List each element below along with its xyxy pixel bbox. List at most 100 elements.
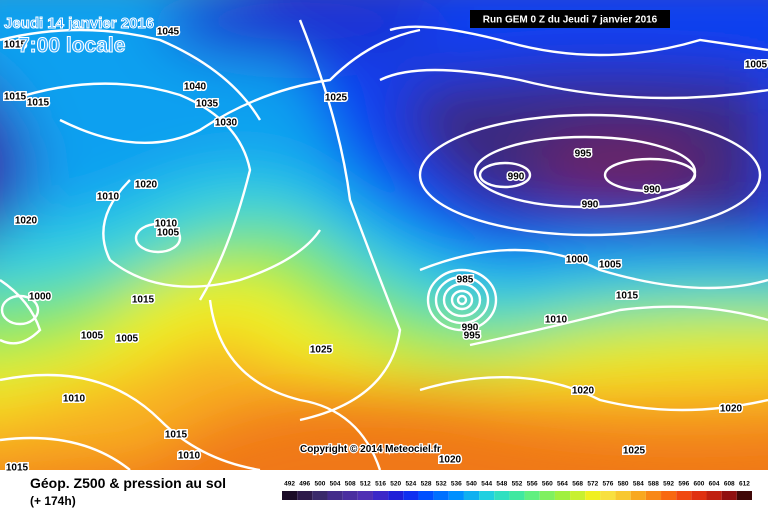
isobar-label: 990	[462, 323, 479, 334]
legend-swatch	[403, 491, 419, 500]
legend-swatch	[539, 491, 555, 500]
isobar-label: 1005	[81, 331, 104, 342]
legend-value: 568	[572, 481, 583, 488]
isobar	[418, 113, 762, 237]
isobar-label: 1015	[616, 291, 639, 302]
legend-value: 548	[496, 481, 507, 488]
legend-swatch	[736, 491, 752, 500]
isobar	[298, 19, 402, 422]
legend-value: 492	[284, 481, 295, 488]
isobar-label: 990	[508, 172, 525, 183]
isobar-label: 1020	[572, 386, 595, 397]
legend-value: 564	[557, 481, 568, 488]
legend-value: 508	[345, 481, 356, 488]
legend-swatch	[600, 491, 616, 500]
legend-swatch	[327, 491, 343, 500]
isobar-label: 1035	[196, 99, 219, 110]
isobar	[456, 294, 468, 306]
legend-swatch	[645, 491, 662, 500]
isobar	[208, 299, 382, 471]
isobar	[0, 436, 131, 471]
legend-swatch	[615, 491, 631, 500]
legend-swatch	[691, 491, 707, 500]
legend-value: 512	[360, 481, 371, 488]
product: Géop. Z500 & pression au sol	[30, 475, 226, 491]
isobar-label: 1015	[4, 92, 27, 103]
legend-swatch	[448, 491, 464, 500]
legend-value: 576	[603, 481, 614, 488]
isobars	[0, 19, 768, 472]
legend-swatch	[494, 491, 510, 500]
isobar-label: 1015	[4, 40, 27, 51]
isobar	[442, 282, 482, 318]
legend-swatch	[706, 491, 722, 500]
legend-swatch	[479, 491, 495, 500]
isobar	[603, 157, 697, 193]
legend-value: 604	[709, 481, 720, 488]
isobar	[0, 294, 40, 326]
isobar-label: 1010	[545, 315, 568, 326]
isobar-label: 1025	[623, 446, 646, 457]
legend-swatch	[342, 491, 358, 500]
isobar-label: 995	[575, 149, 592, 160]
legend-swatch	[418, 491, 434, 500]
isobar-label: 990	[582, 200, 599, 211]
isobar-label: 1005	[745, 60, 768, 71]
legend-value: 608	[724, 481, 735, 488]
isobar-label: 1020	[135, 180, 158, 191]
isobar-label: 1015	[132, 295, 155, 306]
legend-value: 528	[421, 481, 432, 488]
isobar	[0, 28, 262, 121]
legend-value: 504	[330, 481, 341, 488]
isobar	[478, 161, 532, 189]
legend-value: 536	[451, 481, 462, 488]
legend-swatch	[433, 491, 449, 500]
isobar-label: 1000	[566, 255, 589, 266]
isobar-label: 1025	[310, 345, 333, 356]
lead-time: (+ 174h)	[30, 494, 76, 508]
isobar-label: 1010	[63, 394, 86, 405]
legend-swatch	[372, 491, 389, 500]
isobar-label: 1015	[27, 98, 50, 109]
date: Jeudi 14 janvier 2016	[4, 15, 154, 32]
legend: 492 496 500 504 508 512 516 520 524 528 532 536 540 5…	[282, 481, 752, 500]
isobar-label: 1015	[165, 430, 188, 441]
legend-value: 524	[405, 481, 416, 488]
legend-value: 580	[618, 481, 629, 488]
isobar	[134, 222, 182, 254]
legend-value: 544	[481, 481, 492, 488]
legend-swatch	[524, 491, 540, 500]
legend-swatch	[357, 491, 373, 500]
legend-value: 532	[436, 481, 447, 488]
copyright: Copyright © 2014 Meteociel.fr	[300, 444, 441, 455]
isobar-label: 995	[464, 331, 481, 342]
legend-value: 520	[390, 481, 401, 488]
legend-value: 600	[694, 481, 705, 488]
legend-swatch	[721, 491, 737, 500]
isobar-label: 1045	[157, 27, 180, 38]
isobar	[389, 25, 768, 57]
isobar	[0, 373, 261, 472]
isobar	[469, 305, 768, 347]
legend-value: 552	[512, 481, 523, 488]
legend-swatch	[630, 491, 646, 500]
isobar-label: 1020	[15, 216, 38, 227]
isobar	[434, 275, 490, 325]
isobar-label: 1020	[720, 404, 743, 415]
isobar-label: 1015	[6, 463, 29, 474]
run: Run GEM 0 Z du Jeudi 7 janvier 2016	[483, 15, 658, 26]
legend-value: 540	[466, 481, 477, 488]
legend-value: 588	[648, 481, 659, 488]
isobar-label: 1005	[599, 260, 622, 271]
isobar	[59, 28, 421, 144]
isobar-label: 1030	[215, 118, 238, 129]
isobar	[9, 82, 252, 301]
isobar	[450, 289, 474, 311]
legend-swatch	[554, 491, 571, 500]
isobar-label: 1005	[116, 334, 139, 345]
legend-value: 596	[678, 481, 689, 488]
legend-value: 556	[527, 481, 538, 488]
legend-value: 612	[739, 481, 750, 488]
legend-swatch	[463, 491, 480, 500]
isobar-label: 1025	[325, 93, 348, 104]
